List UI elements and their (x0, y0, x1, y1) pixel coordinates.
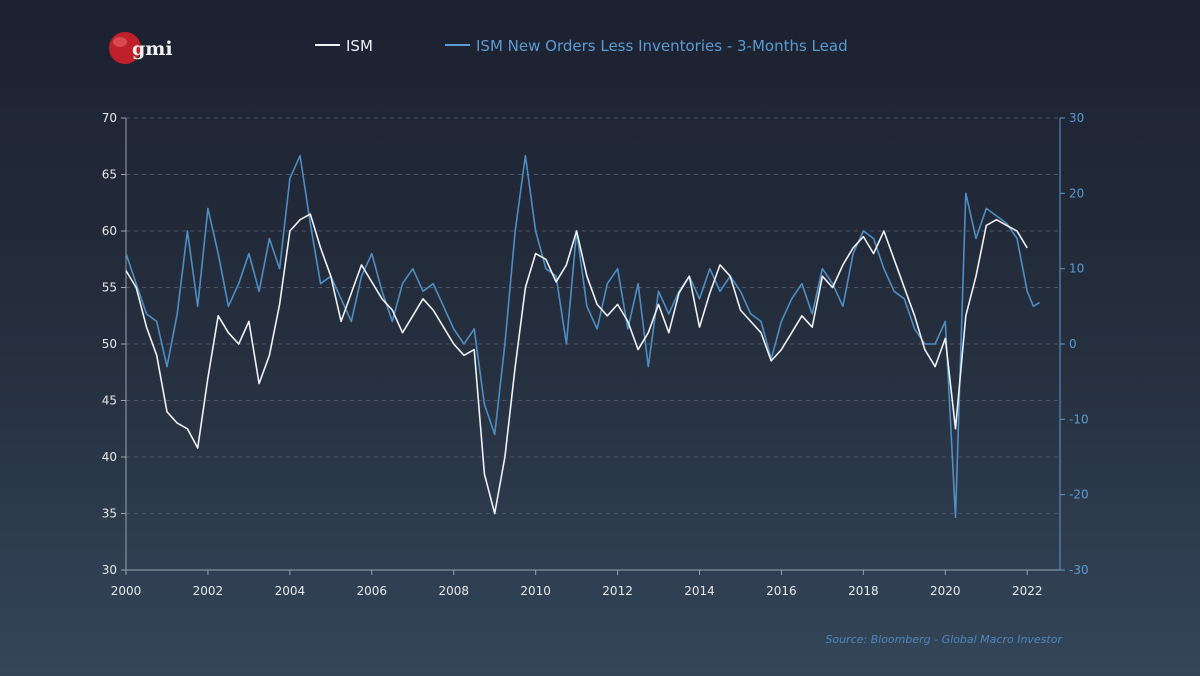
x-tick-label: 2022 (1012, 584, 1043, 598)
x-tick-label: 2018 (848, 584, 879, 598)
x-tick-label: 2000 (111, 584, 142, 598)
logo-globe-highlight (113, 37, 127, 47)
series-line-ism (125, 213, 1028, 515)
left-axis-ticks: 30 35 40 45 50 55 60 65 70 (102, 111, 126, 577)
x-tick-label: 2020 (930, 584, 961, 598)
left-tick-label: 65 (102, 168, 117, 182)
legend-orders-label: ISM New Orders Less Inventories - 3-Mont… (476, 37, 848, 55)
x-tick-label: 2010 (520, 584, 551, 598)
legend: ISM ISM New Orders Less Inventories - 3-… (315, 37, 848, 55)
series-line-ism-new-orders-less-inventories (125, 154, 1040, 519)
x-tick-label: 2008 (438, 584, 469, 598)
left-tick-label: 60 (102, 224, 117, 238)
legend-ism-label: ISM (346, 37, 373, 55)
left-tick-label: 40 (102, 450, 117, 464)
x-tick-label: 2014 (684, 584, 715, 598)
right-tick-label: 20 (1069, 186, 1084, 200)
right-tick-label: 10 (1069, 262, 1084, 276)
right-tick-label: 30 (1069, 111, 1084, 125)
left-tick-label: 50 (102, 337, 117, 351)
gmi-logo: gmi (109, 32, 173, 64)
left-tick-label: 70 (102, 111, 117, 125)
right-tick-label: -30 (1069, 563, 1089, 577)
left-tick-label: 55 (102, 281, 117, 295)
source-note: Source: Bloomberg - Global Macro Investo… (825, 633, 1063, 646)
x-tick-label: 2004 (275, 584, 306, 598)
right-tick-label: 0 (1069, 337, 1077, 351)
right-tick-label: -20 (1069, 488, 1089, 502)
x-tick-label: 2012 (602, 584, 633, 598)
left-tick-label: 30 (102, 563, 117, 577)
x-tick-label: 2016 (766, 584, 797, 598)
gridlines (126, 117, 1060, 514)
logo-text: gmi (132, 38, 173, 60)
x-axis-ticks: 2000 2002 2004 2006 2008 2010 2012 2014 2016 2018… (111, 570, 1043, 598)
left-tick-label: 45 (102, 394, 117, 408)
right-axis-ticks: -30 -20 -10 0 10 20 30 (1060, 111, 1089, 577)
left-tick-label: 35 (102, 507, 117, 521)
x-tick-label: 2006 (357, 584, 388, 598)
right-tick-label: -10 (1069, 412, 1089, 426)
x-tick-label: 2002 (193, 584, 224, 598)
